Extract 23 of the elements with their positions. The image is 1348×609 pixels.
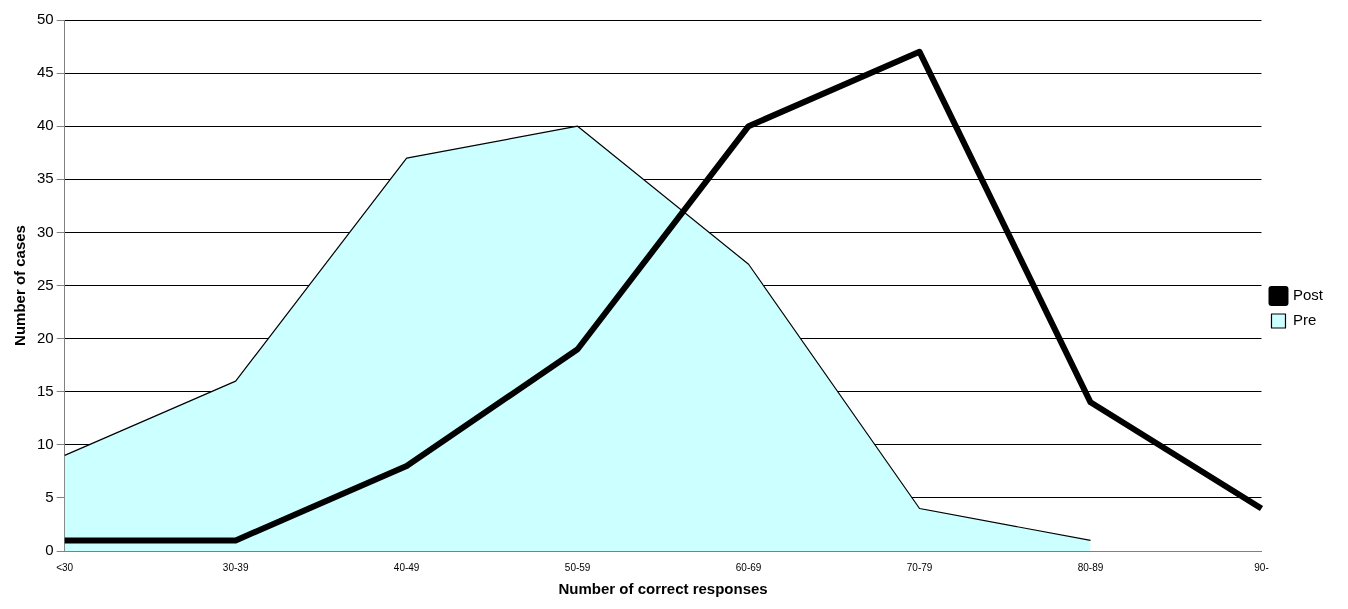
- y-tick-label: 15: [37, 381, 54, 399]
- legend-label: Post: [1292, 286, 1324, 304]
- x-tick-label: 90-: [1254, 561, 1269, 573]
- x-tick-label: 30-39: [222, 561, 249, 573]
- y-tick-label: 40: [37, 116, 54, 134]
- y-tick-label: 30: [37, 222, 54, 240]
- x-tick-label: 80-89: [1077, 561, 1104, 573]
- x-tick-label: 40-49: [393, 561, 420, 573]
- x-tick-label: 60-69: [735, 561, 762, 573]
- y-tick-label: 10: [37, 434, 54, 452]
- y-tick-label: 20: [37, 328, 54, 346]
- y-tick-label: 0: [45, 541, 54, 559]
- x-tick-label: <30: [56, 561, 74, 573]
- y-tick-label: 50: [37, 10, 54, 28]
- y-tick-label: 35: [37, 169, 54, 187]
- y-axis-title: Number of cases: [11, 225, 29, 346]
- x-tick-label: 50-59: [564, 561, 591, 573]
- legend-label: Pre: [1292, 311, 1317, 329]
- y-tick-label: 45: [37, 63, 54, 81]
- x-tick-label: 70-79: [906, 561, 933, 573]
- y-tick-label: 25: [37, 275, 54, 293]
- y-tick-label: 5: [45, 488, 54, 506]
- x-axis-title: Number of correct responses: [558, 580, 768, 598]
